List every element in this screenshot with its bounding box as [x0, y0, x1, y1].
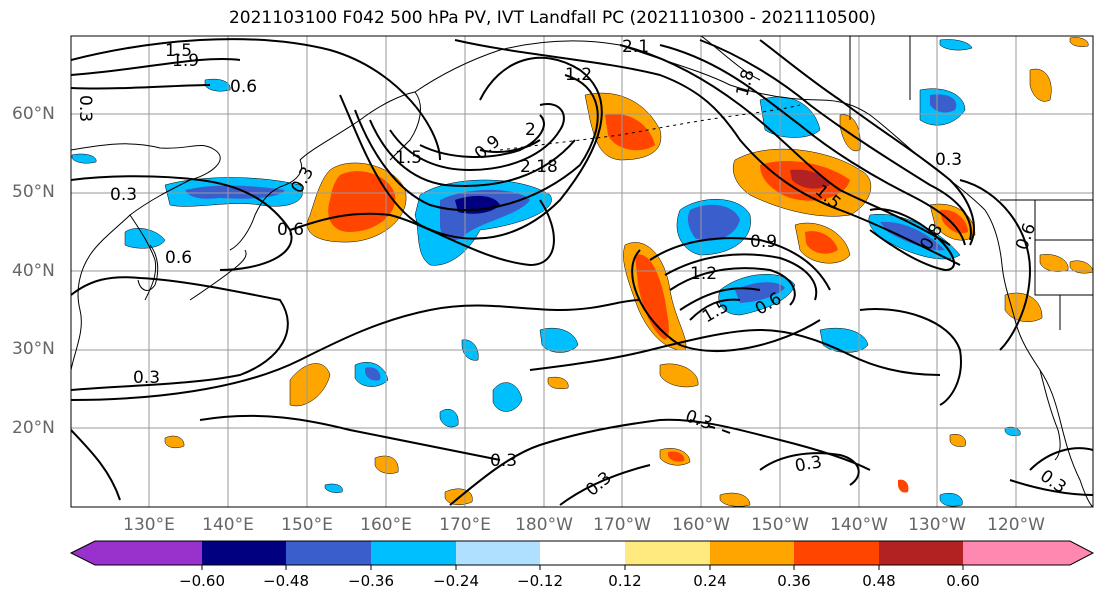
map-frame — [70, 35, 1094, 508]
lon-label: 150°W — [751, 515, 809, 535]
colorbar-tick-label: −0.48 — [263, 572, 309, 590]
lon-label: 170°W — [593, 515, 651, 535]
contour-label: 0.3 — [110, 185, 137, 205]
colorbar-tick-label: 0.36 — [777, 572, 811, 590]
colorbar-segment — [456, 541, 540, 565]
colorbar-tick-label: −0.24 — [433, 572, 479, 590]
colorbar-tick-label: −0.36 — [348, 572, 394, 590]
lon-label: 130°E — [123, 515, 175, 535]
colorbar-segment — [879, 541, 963, 565]
coastlines — [71, 36, 1093, 507]
lon-label: 130°W — [908, 515, 966, 535]
lat-label-30n: 30°N — [12, 339, 55, 359]
colorbar-segment — [963, 541, 1093, 565]
contour-label: 0.3 — [133, 368, 160, 388]
colorbar-segment — [625, 541, 710, 565]
lon-label: 140°E — [202, 515, 254, 535]
contour-label: 1.5 — [395, 148, 422, 168]
colorbar-segment — [371, 541, 456, 565]
contour-label: 0.6 — [230, 77, 257, 97]
lat-label-60n: 60°N — [12, 104, 55, 124]
contour-label: 1.9 — [172, 51, 199, 71]
lon-label: 160°W — [672, 515, 730, 535]
contour-label: 0.3 — [75, 95, 95, 122]
lat-label-20n: 20°N — [12, 418, 55, 438]
contour-label: 0.3 — [793, 452, 823, 476]
colorbar-tick-label: −0.60 — [179, 572, 225, 590]
lon-label: 140°W — [830, 515, 888, 535]
colorbar-segment — [710, 541, 794, 565]
lon-label: 170°E — [439, 515, 491, 535]
lon-label: 180°W — [515, 515, 573, 535]
colorbar-tick-label: 0.12 — [608, 572, 642, 590]
lat-label-50n: 50°N — [12, 182, 55, 202]
colorbar-tick-label: 0.24 — [693, 572, 727, 590]
contour-lines — [71, 38, 1093, 506]
lon-label: 160°E — [360, 515, 412, 535]
contour-label: 2.18 — [520, 157, 558, 177]
colorbar-segment — [71, 541, 202, 565]
contour-label: 0.9 — [750, 232, 777, 252]
contour-label: 1.2 — [565, 65, 592, 85]
lon-label: 150°E — [281, 515, 333, 535]
colorbar-segment — [286, 541, 371, 565]
contour-label: 0.6 — [277, 220, 304, 240]
lon-label: 120°W — [987, 515, 1045, 535]
lat-label-40n: 40°N — [12, 261, 55, 281]
colorbar-tick-label: −0.12 — [517, 572, 563, 590]
contour-label: 1.5 — [165, 41, 192, 61]
contour-label: 1.2 — [690, 264, 717, 284]
shaded-anomalies — [71, 37, 1093, 507]
contour-label: 0.3 — [935, 150, 962, 170]
colorbar — [69, 540, 1095, 570]
contour-label: 0.6 — [165, 248, 192, 268]
contour-label: 0.3 — [490, 451, 517, 471]
gridlines — [71, 36, 1093, 507]
contour-label: 2.1 — [622, 37, 649, 57]
colorbar-tick-label: 0.60 — [946, 572, 980, 590]
colorbar-segment — [202, 541, 286, 565]
map-title: 2021103100 F042 500 hPa PV, IVT Landfall… — [228, 8, 876, 28]
colorbar-segment — [794, 541, 879, 565]
contour-label: 2 — [525, 120, 536, 140]
colorbar-segment — [540, 541, 625, 565]
colorbar-tick-label: 0.48 — [862, 572, 896, 590]
